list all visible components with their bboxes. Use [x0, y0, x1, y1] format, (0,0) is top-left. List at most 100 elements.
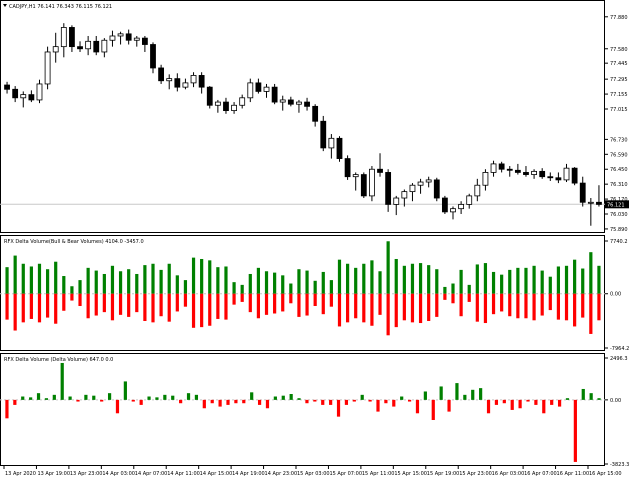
positive-delta-bar — [163, 394, 167, 400]
time-axis: 13 Apr 2020 13 Apr 19:00 13 Apr 23:00 14 Ap… — [3, 466, 622, 477]
negative-delta-bar — [550, 399, 554, 405]
bull-candle-body — [458, 204, 465, 210]
bull-volume-bar — [54, 261, 58, 294]
bull-candle-body — [117, 33, 124, 37]
candle — [206, 86, 213, 109]
main-price-pane[interactable]: CADJPY,H1 76.141 76.343 76.115 76.121 77… — [0, 0, 629, 233]
bear-candle-body — [28, 94, 35, 101]
positive-delta-bar — [68, 396, 72, 400]
candle — [20, 91, 27, 108]
bull-volume-bar — [321, 271, 325, 294]
bull-volume-bar — [435, 269, 439, 294]
bull-candle-body — [133, 37, 140, 41]
price-tick-label: 76.590 — [610, 152, 628, 158]
bear-volume-bar — [540, 293, 544, 316]
bull-volume-bar — [21, 263, 25, 294]
bear-volume-bar — [443, 293, 447, 300]
bull-volume-bar — [264, 271, 269, 294]
window-menu-triangle-icon[interactable] — [3, 4, 7, 7]
candle — [109, 30, 116, 47]
time-tick-label: 13 Apr 23:00 — [70, 471, 103, 477]
negative-delta-bar — [257, 399, 262, 405]
delta-volume-pane[interactable]: RFX Delta Volume (Delta Volume) 647.0 0.… — [0, 353, 629, 469]
bear-volume-bar — [248, 293, 252, 313]
bear-volume-bar — [151, 293, 155, 323]
bull-volume-bar — [70, 286, 74, 294]
bull-volume-bar — [200, 258, 204, 294]
bear-candle-body — [506, 168, 513, 171]
bull-candle-body — [450, 208, 456, 213]
time-tick-label: 13 Apr 19:00 — [37, 471, 70, 477]
positive-delta-bar — [36, 393, 41, 400]
indicator-tick-label: 0.00 — [610, 292, 621, 298]
bull-candle-body — [425, 179, 432, 183]
bear-candle-body — [539, 170, 546, 178]
bear-volume-bar — [459, 293, 463, 317]
bear-candle-body — [4, 84, 10, 90]
positive-delta-bar — [589, 393, 593, 400]
bear-candle-body — [77, 46, 83, 50]
bull-candle-body — [231, 104, 237, 112]
bear-volume-bar — [305, 293, 309, 316]
time-tick-label: 16 Apr 07:00 — [524, 471, 557, 477]
candle — [458, 201, 465, 215]
bear-volume-bar — [159, 293, 163, 317]
bull-volume-bar — [427, 265, 431, 294]
bull-volume-bar — [281, 275, 285, 294]
bull-candle-body — [20, 94, 27, 99]
indicator-tick-label: -3823.3 — [610, 462, 629, 468]
bear-volume-bar — [45, 293, 50, 318]
bear-volume-bar — [394, 293, 398, 328]
bear-candle-body — [385, 172, 392, 205]
negative-delta-bar — [5, 399, 9, 419]
bull-volume-bar — [345, 263, 350, 294]
candle — [328, 134, 335, 159]
price-tick-label: 77.445 — [610, 61, 628, 67]
positive-delta-bar — [400, 396, 404, 400]
positive-delta-bar — [471, 389, 475, 400]
indicator-tick-label: 0.00 — [610, 398, 621, 404]
candle — [190, 72, 197, 88]
bear-volume-bar — [135, 293, 139, 313]
bear-volume-bar — [354, 293, 358, 319]
bull-candle-body — [328, 137, 335, 149]
positive-delta-bar — [194, 394, 199, 400]
bull-volume-bar — [362, 263, 366, 294]
bear-volume-bar — [191, 293, 196, 328]
positive-delta-bar — [21, 396, 25, 400]
bear-volume-bar — [216, 293, 220, 319]
bull-bear-volume-pane[interactable]: RFX Delta Volume(Bull & Bear Volumes) 41… — [0, 235, 629, 353]
price-tick-label: 76.450 — [610, 167, 628, 173]
bull-volume-bar — [5, 267, 9, 294]
bull-volume-bar — [232, 282, 236, 294]
price-tag: 76.121 — [607, 202, 625, 208]
candle — [141, 35, 148, 52]
bear-candle-body — [223, 101, 229, 112]
bull-volume-bar — [475, 264, 479, 294]
candle — [60, 23, 67, 58]
positive-delta-bar — [565, 398, 570, 400]
bull-volume-bar — [37, 263, 42, 294]
candle — [271, 83, 278, 105]
bull-candle-body — [296, 101, 302, 105]
candle — [490, 160, 497, 177]
candle — [85, 35, 92, 56]
bear-volume-bar — [21, 293, 25, 323]
price-tick-label: 77.580 — [610, 47, 628, 53]
time-tick-label: 15 Apr 11:00 — [362, 471, 395, 477]
bear-volume-bar — [224, 293, 228, 320]
bear-volume-bar — [483, 293, 488, 324]
bear-volume-bar — [208, 293, 212, 326]
negative-delta-bar — [376, 399, 380, 412]
candle — [182, 78, 189, 90]
positive-delta-bar — [463, 394, 467, 400]
main-pane-frame — [0, 0, 605, 233]
indicator-tick-label: 2496.3 — [610, 356, 628, 362]
bear-candle-body — [255, 82, 262, 92]
negative-delta-bar — [202, 399, 206, 409]
bear-volume-bar — [508, 293, 512, 317]
bear-volume-bar — [175, 293, 179, 312]
bear-volume-bar — [127, 293, 131, 317]
time-tick-label: 16 Apr 15:00 — [589, 471, 622, 477]
